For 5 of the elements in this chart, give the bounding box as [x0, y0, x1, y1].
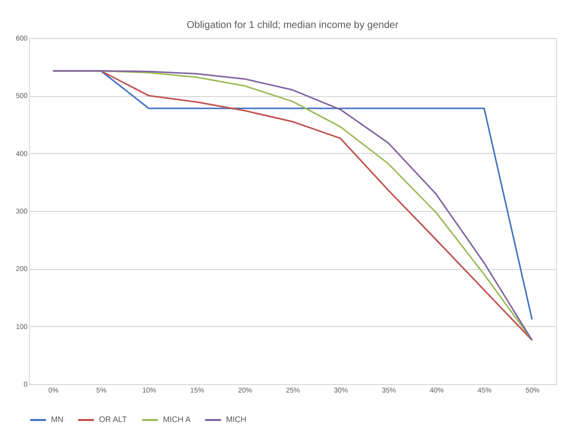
chart-title: Obligation for 1 child; median income by gender — [186, 20, 400, 31]
legend-label: MN — [51, 415, 64, 424]
legend-label: MICH — [226, 415, 247, 424]
legend-label: MICH A — [163, 415, 192, 424]
legend-label: OR ALT — [99, 415, 127, 424]
